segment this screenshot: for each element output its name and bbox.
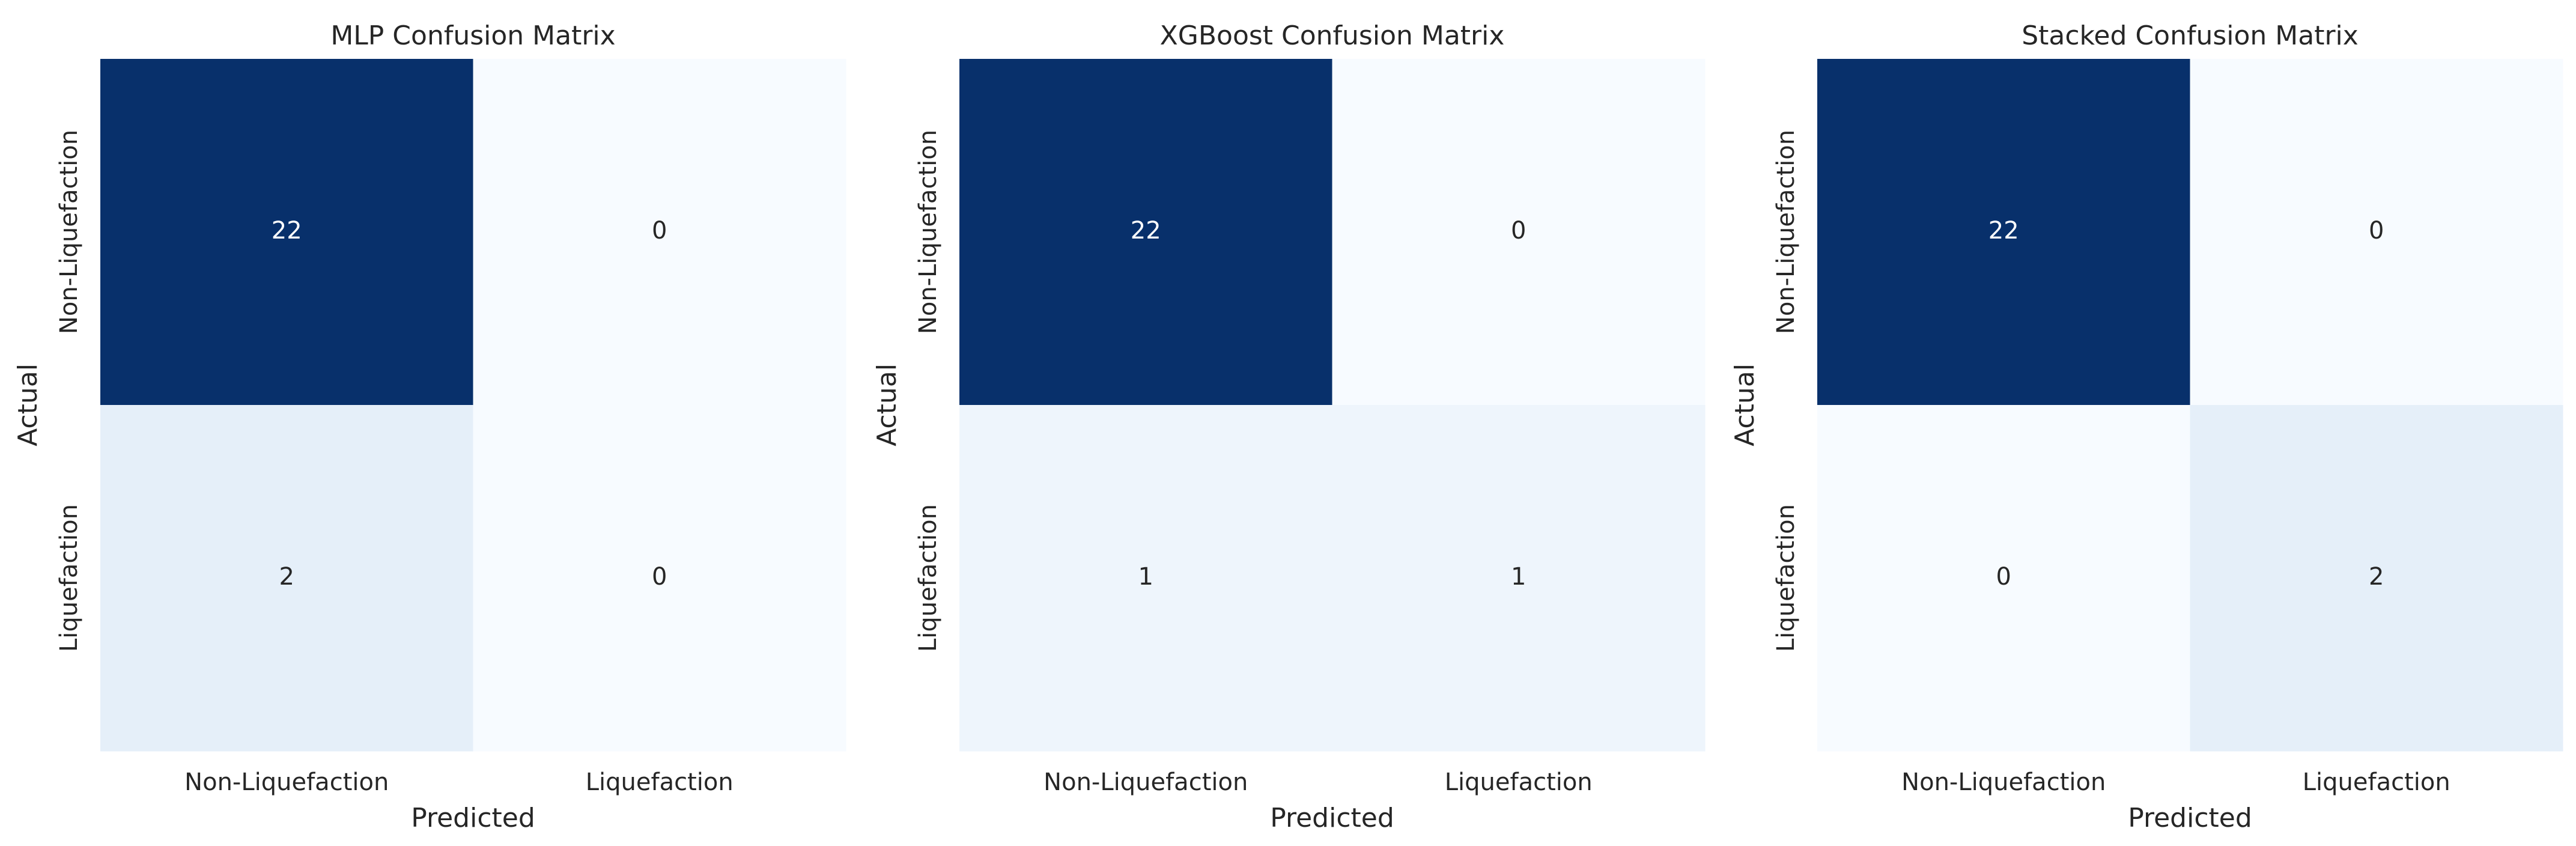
y-tick-label: Liquefaction bbox=[914, 504, 942, 652]
y-tick-label: Non-Liquefaction bbox=[55, 130, 83, 334]
y-tick-label: Liquefaction bbox=[55, 504, 83, 652]
x-axis-label: Predicted bbox=[1270, 803, 1394, 833]
heatmap-cell bbox=[100, 405, 473, 752]
panel-title: MLP Confusion Matrix bbox=[330, 20, 615, 51]
cell-value: 0 bbox=[1511, 217, 1526, 245]
y-axis-label: Actual bbox=[1730, 364, 1760, 446]
heatmap-cell bbox=[2190, 59, 2563, 406]
cell-value: 0 bbox=[1996, 563, 2011, 591]
heatmap-cell bbox=[473, 59, 846, 406]
cell-value: 0 bbox=[652, 217, 667, 245]
panel-title: XGBoost Confusion Matrix bbox=[1160, 20, 1505, 51]
heatmap-cell bbox=[1332, 405, 1706, 752]
panel-title: Stacked Confusion Matrix bbox=[2022, 20, 2359, 51]
heatmap-cell bbox=[473, 405, 846, 752]
x-tick-label: Liquefaction bbox=[586, 768, 734, 796]
y-axis-label: Actual bbox=[872, 364, 902, 446]
heatmap-cell bbox=[2190, 405, 2563, 752]
heatmap-cell bbox=[100, 59, 473, 406]
heatmap-cell bbox=[959, 405, 1332, 752]
y-tick-label: Liquefaction bbox=[1772, 504, 1800, 652]
x-tick-label: Liquefaction bbox=[1445, 768, 1593, 796]
x-tick-label: Non-Liquefaction bbox=[1901, 768, 2106, 796]
y-axis-label: Actual bbox=[13, 364, 43, 446]
heatmap-cell bbox=[959, 59, 1332, 406]
cell-value: 0 bbox=[2369, 217, 2384, 245]
cell-value: 22 bbox=[1988, 217, 2019, 245]
x-tick-label: Non-Liquefaction bbox=[184, 768, 389, 796]
x-axis-label: Predicted bbox=[411, 803, 535, 833]
cell-value: 2 bbox=[2369, 563, 2384, 591]
cell-value: 2 bbox=[279, 563, 294, 591]
cell-value: 0 bbox=[652, 563, 667, 591]
heatmap-cell bbox=[1332, 59, 1706, 406]
y-tick-label: Non-Liquefaction bbox=[914, 130, 942, 334]
cell-value: 22 bbox=[1131, 217, 1161, 245]
x-tick-label: Liquefaction bbox=[2303, 768, 2450, 796]
cell-value: 1 bbox=[1138, 563, 1153, 591]
heatmap-cell bbox=[1817, 59, 2190, 406]
y-tick-label: Non-Liquefaction bbox=[1772, 130, 1800, 334]
x-tick-label: Non-Liquefaction bbox=[1043, 768, 1248, 796]
cell-value: 22 bbox=[272, 217, 302, 245]
x-axis-label: Predicted bbox=[2128, 803, 2252, 833]
heatmap-cell bbox=[1817, 405, 2190, 752]
cell-value: 1 bbox=[1511, 563, 1526, 591]
